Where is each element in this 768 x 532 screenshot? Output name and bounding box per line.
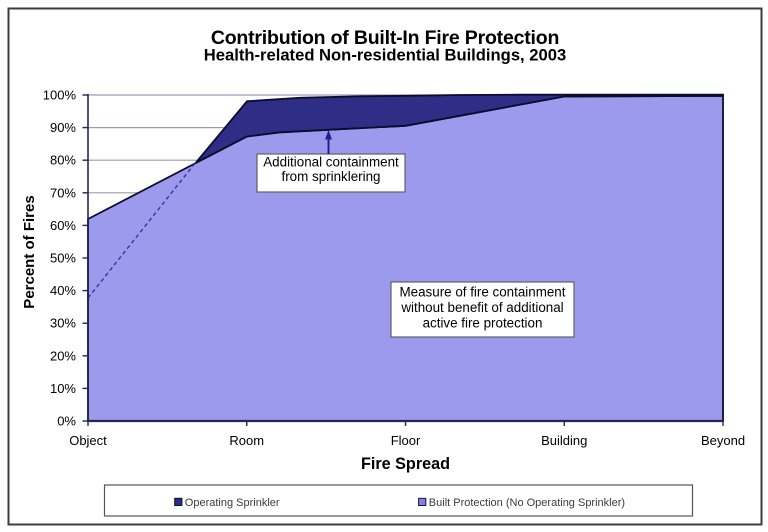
svg-text:Health-related Non-residential: Health-related Non-residential Buildings… xyxy=(204,46,566,65)
svg-text:Floor: Floor xyxy=(391,433,421,448)
svg-text:Building: Building xyxy=(541,433,587,448)
svg-text:Room: Room xyxy=(229,433,264,448)
svg-text:60%: 60% xyxy=(50,218,76,233)
svg-text:from sprinklering: from sprinklering xyxy=(282,169,381,184)
svg-text:50%: 50% xyxy=(50,251,76,266)
svg-text:Percent of Fires: Percent of Fires xyxy=(21,195,38,308)
svg-text:without benefit of additional: without benefit of additional xyxy=(400,300,563,315)
svg-text:Operating Sprinkler: Operating Sprinkler xyxy=(185,497,280,509)
svg-text:10%: 10% xyxy=(50,381,76,396)
svg-text:70%: 70% xyxy=(50,185,76,200)
svg-text:90%: 90% xyxy=(50,120,76,135)
svg-text:Beyond: Beyond xyxy=(701,433,745,448)
svg-text:active fire protection: active fire protection xyxy=(423,316,543,331)
svg-text:100%: 100% xyxy=(43,88,77,103)
svg-text:80%: 80% xyxy=(50,153,76,168)
svg-text:Fire Spread: Fire Spread xyxy=(361,455,450,473)
svg-text:Measure of fire containment: Measure of fire containment xyxy=(400,284,566,299)
svg-text:20%: 20% xyxy=(50,348,76,363)
svg-text:30%: 30% xyxy=(50,316,76,331)
svg-text:Contribution of Built-In Fire: Contribution of Built-In Fire Protection xyxy=(211,27,559,49)
svg-text:Built Protection (No Operating: Built Protection (No Operating Sprinkler… xyxy=(429,497,625,509)
svg-text:Additional containment: Additional containment xyxy=(263,154,399,169)
svg-text:0%: 0% xyxy=(57,414,76,429)
svg-text:Object: Object xyxy=(69,433,107,448)
svg-text:40%: 40% xyxy=(50,283,76,298)
